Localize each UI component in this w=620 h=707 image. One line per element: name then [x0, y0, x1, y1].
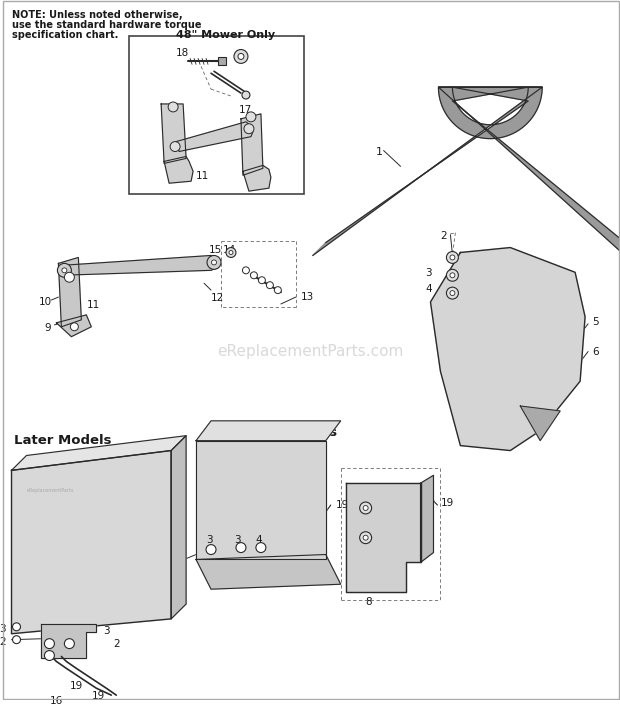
Bar	[218, 57, 226, 65]
Text: 11: 11	[196, 171, 210, 181]
Text: 5: 5	[592, 317, 599, 327]
Circle shape	[238, 54, 244, 59]
Circle shape	[64, 272, 74, 282]
Circle shape	[267, 281, 273, 288]
Text: 1: 1	[376, 146, 383, 156]
Text: 15: 15	[209, 245, 223, 255]
Polygon shape	[241, 114, 263, 175]
Polygon shape	[430, 247, 585, 450]
Text: 16: 16	[50, 696, 63, 706]
Polygon shape	[243, 165, 271, 191]
Text: 3: 3	[425, 269, 432, 279]
Text: 2: 2	[0, 637, 6, 647]
Polygon shape	[56, 315, 91, 337]
Text: 6: 6	[592, 346, 599, 356]
Text: 4: 4	[256, 534, 262, 544]
Polygon shape	[176, 122, 253, 151]
Polygon shape	[12, 436, 186, 470]
Circle shape	[12, 623, 20, 631]
Text: 19: 19	[69, 682, 82, 691]
Circle shape	[207, 255, 221, 269]
Text: 3: 3	[206, 534, 213, 544]
Circle shape	[45, 650, 55, 660]
Circle shape	[450, 291, 455, 296]
Circle shape	[242, 267, 249, 274]
Circle shape	[446, 269, 458, 281]
Text: 3: 3	[0, 624, 6, 634]
Circle shape	[71, 323, 78, 331]
Circle shape	[170, 141, 180, 151]
Text: 18: 18	[176, 47, 189, 57]
Polygon shape	[196, 421, 341, 440]
Circle shape	[360, 502, 371, 514]
Text: 10: 10	[38, 297, 51, 307]
Circle shape	[226, 247, 236, 257]
Polygon shape	[520, 406, 560, 440]
Text: 48" Mower Only: 48" Mower Only	[176, 30, 275, 40]
Text: 9: 9	[45, 323, 51, 333]
Polygon shape	[420, 475, 433, 563]
Polygon shape	[346, 483, 420, 592]
Text: Early Models: Early Models	[241, 426, 337, 439]
Circle shape	[206, 544, 216, 554]
Text: NOTE: Unless noted otherwise,: NOTE: Unless noted otherwise,	[12, 10, 182, 20]
Circle shape	[363, 506, 368, 510]
Polygon shape	[171, 436, 186, 619]
Circle shape	[446, 252, 458, 264]
Circle shape	[236, 543, 246, 553]
Circle shape	[64, 638, 74, 648]
Polygon shape	[164, 156, 193, 183]
Text: use the standard hardware torque: use the standard hardware torque	[12, 20, 201, 30]
Polygon shape	[196, 440, 326, 559]
Text: 7: 7	[425, 525, 432, 534]
Text: 17: 17	[239, 105, 252, 115]
Circle shape	[211, 260, 216, 265]
Polygon shape	[61, 255, 218, 275]
Circle shape	[259, 276, 265, 284]
Text: 13: 13	[301, 292, 314, 302]
Circle shape	[45, 638, 55, 648]
Circle shape	[244, 124, 254, 134]
Polygon shape	[42, 624, 96, 658]
Circle shape	[256, 543, 266, 553]
Polygon shape	[161, 104, 186, 163]
Polygon shape	[312, 87, 620, 255]
Text: 19: 19	[440, 498, 454, 508]
Circle shape	[12, 636, 20, 643]
Circle shape	[168, 102, 178, 112]
Text: eReplacementParts: eReplacementParts	[27, 488, 74, 493]
Text: Later Models: Later Models	[14, 433, 111, 447]
Text: 11: 11	[86, 300, 100, 310]
Text: 2: 2	[171, 558, 178, 568]
Bar	[129, 35, 304, 194]
Text: specification chart.: specification chart.	[12, 30, 118, 40]
Text: 3: 3	[234, 534, 241, 544]
Polygon shape	[196, 554, 341, 589]
Circle shape	[58, 264, 71, 277]
Circle shape	[360, 532, 371, 544]
Text: 19: 19	[91, 691, 105, 701]
Text: 14: 14	[223, 245, 236, 255]
Text: 2: 2	[440, 230, 447, 240]
Circle shape	[250, 271, 257, 279]
Text: 4: 4	[425, 284, 432, 294]
Circle shape	[363, 535, 368, 540]
Circle shape	[242, 91, 250, 99]
Circle shape	[246, 112, 256, 122]
Circle shape	[450, 273, 455, 278]
Text: 12: 12	[211, 293, 224, 303]
Text: 19: 19	[335, 500, 349, 510]
Text: eReplacementParts.com: eReplacementParts.com	[218, 344, 404, 359]
Polygon shape	[12, 450, 171, 633]
Text: 8: 8	[366, 597, 372, 607]
Circle shape	[446, 287, 458, 299]
Circle shape	[229, 250, 233, 255]
Polygon shape	[58, 257, 81, 327]
Circle shape	[62, 268, 67, 273]
Text: 2: 2	[113, 638, 120, 649]
Circle shape	[450, 255, 455, 260]
Circle shape	[275, 286, 281, 293]
Circle shape	[234, 49, 248, 64]
Text: 3: 3	[104, 626, 110, 636]
